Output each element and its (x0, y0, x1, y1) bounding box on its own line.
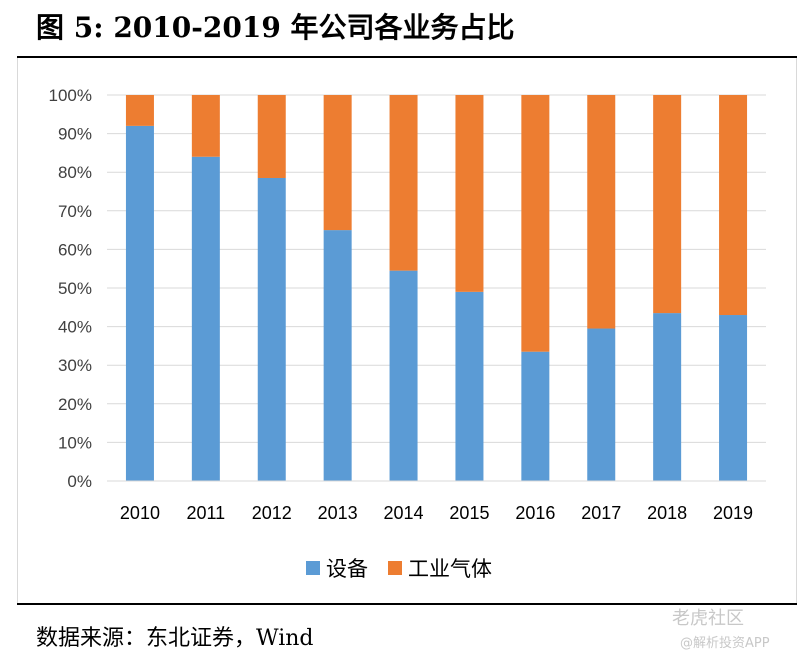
x-tick-label: 2018 (647, 503, 687, 523)
x-tick-label: 2019 (713, 503, 753, 523)
bar-segment (719, 315, 748, 481)
y-tick-label: 10% (58, 433, 92, 452)
bar-segment (455, 95, 484, 292)
bar-segment (125, 125, 154, 481)
x-tick-label: 2017 (581, 503, 621, 523)
chart-frame (17, 58, 797, 603)
top-rule (17, 56, 797, 58)
x-tick-label: 2013 (318, 503, 358, 523)
y-tick-label: 40% (58, 318, 92, 337)
x-tick-label: 2011 (186, 503, 225, 523)
x-tick-label: 2012 (252, 503, 292, 523)
watermark-text: 老虎社区 (672, 608, 744, 629)
bar-segment (191, 95, 220, 157)
bar-segment (323, 95, 352, 231)
bar-segment (719, 95, 748, 316)
y-tick-label: 50% (58, 279, 92, 298)
legend: 设备 工业气体 (306, 557, 492, 581)
bar-segment (257, 95, 286, 178)
x-tick-label: 2016 (515, 503, 555, 523)
y-tick-label: 60% (58, 240, 92, 259)
bar-segment (587, 95, 616, 329)
bar-segment (389, 95, 418, 271)
bar-segment (455, 291, 484, 481)
y-tick-label: 80% (58, 163, 92, 182)
bottom-rule (17, 603, 797, 605)
y-tick-label: 90% (58, 125, 92, 144)
y-tick-label: 20% (58, 395, 92, 414)
bar-segment (389, 270, 418, 481)
bars (125, 95, 748, 482)
y-tick-label: 70% (58, 202, 92, 221)
legend-label: 设备 (326, 557, 368, 581)
bar-segment (257, 177, 286, 482)
watermark-subtext: @解析投资APP (680, 636, 770, 651)
legend-label: 工业气体 (408, 557, 492, 581)
y-tick-label: 100% (49, 86, 92, 105)
x-tick-label: 2010 (120, 503, 160, 523)
y-axis: 0% 10% 20% 30% 40% 50% 60% 70% 80% 90% 100% (49, 86, 92, 491)
bar-segment (191, 156, 220, 481)
bar-segment (587, 328, 616, 481)
x-tick-label: 2014 (384, 503, 424, 523)
legend-swatch (306, 561, 320, 575)
bar-segment (653, 313, 682, 481)
y-tick-label: 0% (67, 472, 92, 491)
x-tick-label: 2015 (449, 503, 489, 523)
bar-segment (521, 95, 550, 352)
bar-segment (323, 230, 352, 481)
bar-segment (125, 95, 154, 126)
legend-swatch (388, 561, 402, 575)
bar-segment (653, 95, 682, 314)
figure-title: 图 5: 2010-2019 年公司各业务占比 (36, 11, 515, 44)
source-note: 数据来源：东北证券，Wind (36, 626, 314, 651)
x-axis: 2010 2011 2012 2013 2014 2015 2016 2017 2018 2019 (120, 503, 753, 523)
y-tick-label: 30% (58, 356, 92, 375)
bar-segment (521, 351, 550, 481)
